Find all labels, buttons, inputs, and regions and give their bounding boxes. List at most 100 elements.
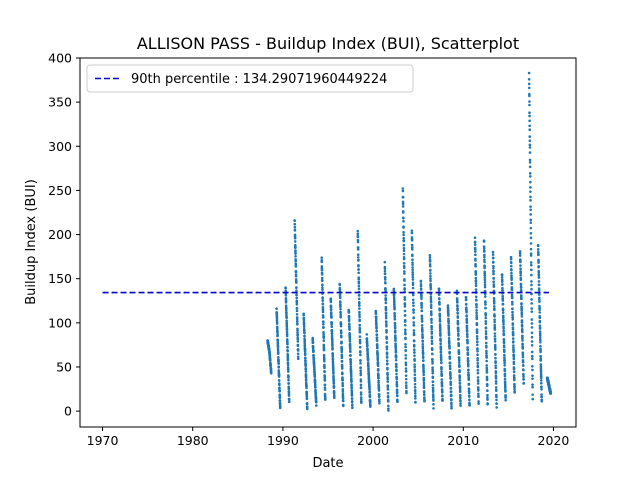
data-point: [447, 321, 450, 325]
data-point: [429, 274, 432, 278]
data-point: [464, 296, 468, 299]
data-point: [347, 315, 351, 318]
data-point: [457, 352, 461, 356]
data-point: [269, 371, 273, 375]
data-point: [385, 324, 388, 328]
data-point: [539, 354, 542, 358]
data-point: [475, 305, 478, 309]
data-point: [410, 238, 414, 242]
data-point: [386, 400, 390, 403]
data-point: [483, 285, 487, 289]
data-point: [500, 280, 504, 283]
data-point: [511, 337, 515, 340]
data-point: [494, 375, 498, 378]
data-point: [268, 354, 272, 358]
data-point: [431, 393, 435, 396]
data-point: [402, 239, 406, 243]
data-point: [440, 366, 443, 370]
data-point: [456, 329, 460, 333]
data-point: [422, 393, 426, 396]
data-point: [536, 250, 540, 254]
data-point: [367, 365, 370, 368]
data-point: [286, 363, 290, 366]
data-point: [464, 298, 468, 301]
data-point: [519, 283, 523, 286]
data-point: [485, 371, 489, 374]
data-point: [332, 379, 335, 382]
data-point: [458, 393, 462, 397]
data-point: [421, 343, 425, 346]
data-point: [305, 407, 309, 411]
data-point: [467, 395, 471, 398]
data-point: [438, 309, 441, 312]
data-point: [394, 356, 398, 359]
data-point: [485, 364, 489, 367]
data-point: [322, 326, 325, 329]
data-point: [376, 356, 380, 360]
data-point: [447, 333, 451, 337]
data-point: [457, 337, 460, 341]
data-point: [529, 236, 533, 240]
data-point: [519, 286, 523, 289]
data-point: [492, 289, 496, 293]
data-point: [483, 292, 487, 296]
data-point: [464, 303, 468, 306]
data-point: [429, 277, 432, 281]
data-point: [275, 327, 279, 330]
data-point: [350, 385, 353, 389]
data-point: [366, 354, 370, 358]
data-point: [394, 351, 398, 354]
y-tick-label: 400: [48, 51, 72, 66]
data-point: [474, 295, 478, 299]
data-point: [358, 323, 361, 327]
data-point: [338, 283, 342, 287]
data-point: [467, 373, 470, 377]
data-point: [339, 324, 343, 328]
data-point: [440, 391, 444, 394]
data-point: [395, 388, 399, 391]
data-point: [493, 340, 497, 343]
data-point: [466, 359, 470, 363]
data-point: [385, 356, 389, 359]
data-point: [510, 288, 514, 292]
data-point: [331, 358, 335, 361]
data-point: [330, 329, 334, 333]
data-point: [296, 352, 300, 356]
data-point: [357, 297, 361, 301]
data-point: [421, 340, 425, 343]
data-point: [413, 382, 417, 386]
data-point: [394, 347, 398, 350]
data-point: [512, 340, 515, 343]
data-point: [432, 407, 435, 410]
data-point: [329, 312, 333, 316]
data-point: [276, 333, 279, 337]
data-point: [383, 276, 387, 279]
data-point: [465, 306, 468, 309]
data-point: [429, 295, 433, 299]
data-point: [428, 264, 432, 268]
data-point: [474, 253, 477, 257]
data-point: [278, 383, 281, 387]
data-point: [322, 339, 326, 342]
data-point: [530, 280, 533, 283]
data-point: [475, 335, 479, 338]
data-point: [511, 307, 514, 311]
data-point: [313, 367, 316, 371]
data-point: [484, 341, 488, 345]
data-point: [428, 256, 432, 259]
data-point: [386, 380, 390, 383]
data-point: [320, 260, 324, 264]
data-point: [504, 396, 507, 399]
data-point: [430, 332, 434, 335]
data-point: [518, 254, 522, 257]
data-point: [323, 383, 327, 387]
data-point: [539, 379, 543, 382]
data-point: [520, 320, 524, 324]
data-point: [420, 295, 423, 299]
data-point: [431, 360, 434, 363]
data-point: [322, 353, 326, 357]
x-tick-label: 1980: [177, 433, 209, 448]
data-point: [321, 288, 324, 291]
y-tick-label: 300: [48, 139, 72, 154]
data-point: [529, 261, 533, 264]
